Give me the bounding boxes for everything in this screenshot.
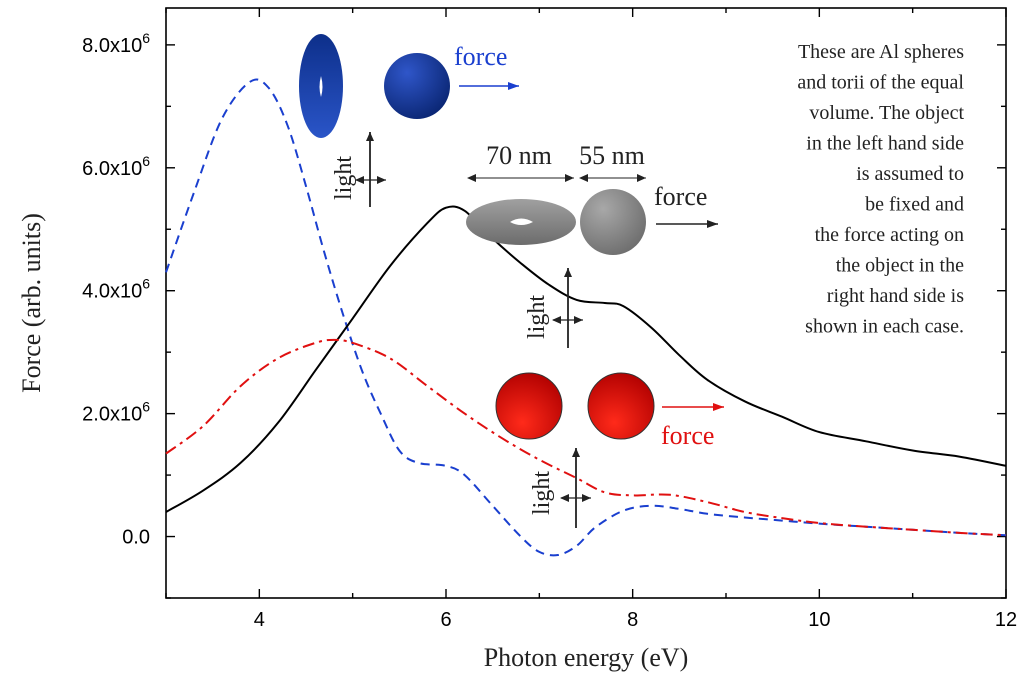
sphere-dimension-label: 55 nm	[579, 141, 645, 170]
note-line: volume. The object	[809, 102, 964, 124]
red-sphere-pair-inset: force light	[495, 372, 724, 528]
series-line-solid	[165, 205, 1007, 513]
note-line: shown in each case.	[805, 316, 964, 338]
blue-sphere	[384, 53, 450, 119]
note-line: and torii of the equal	[797, 72, 964, 94]
red-light-label: light	[529, 471, 555, 515]
gray-torus-hole	[510, 218, 533, 225]
note-line: is assumed to	[856, 163, 964, 185]
y-tick-label: 8.0x106	[82, 30, 150, 57]
x-tick-label: 8	[627, 609, 638, 631]
x-tick-label: 12	[995, 609, 1017, 631]
note-line: right hand side is	[827, 285, 964, 307]
note-line: be fixed and	[865, 194, 964, 216]
gray-force-label: force	[654, 182, 707, 211]
note-line: in the left hand side	[806, 133, 964, 155]
y-axis-label: Force (arb. units)	[17, 213, 46, 393]
explanation-note: These are Al spheres and torii of the equ…	[797, 41, 964, 338]
y-tick-label: 2.0x106	[82, 399, 150, 426]
note-line: the force acting on	[815, 224, 964, 246]
blue-torus-sphere-inset: force light	[299, 34, 519, 207]
x-tick-label: 6	[440, 609, 451, 631]
x-tick-label: 4	[254, 609, 265, 631]
y-tick-label: 0.0	[122, 527, 150, 549]
torus-dimension-label: 70 nm	[486, 141, 552, 170]
blue-force-label: force	[454, 42, 507, 71]
series-line-dashdot	[165, 338, 1007, 537]
gray-torus-sphere-inset: 70 nm 55 nm force light	[466, 141, 718, 348]
series-line-dashed	[165, 78, 1007, 557]
y-tick-label: 4.0x106	[82, 276, 150, 303]
red-sphere-left	[495, 372, 563, 440]
gray-light-label: light	[524, 295, 550, 339]
red-sphere-right	[587, 372, 655, 440]
y-tick-label: 6.0x106	[82, 153, 150, 180]
x-axis-ticks: 4 6 8 10 12	[165, 8, 1017, 631]
red-force-label: force	[661, 421, 714, 450]
note-line: These are Al spheres	[798, 41, 964, 63]
x-tick-label: 10	[808, 609, 830, 631]
gray-sphere	[580, 189, 646, 255]
note-line: the object in the	[836, 255, 964, 277]
x-axis-label: Photon energy (eV)	[484, 643, 689, 672]
plot-frame	[165, 7, 1007, 599]
blue-torus-hole	[319, 76, 323, 97]
y-axis-ticks: 0.0 2.0x106 4.0x106 6.0x106 8.0x106	[82, 30, 1006, 599]
series-lines	[165, 78, 1007, 557]
blue-light-label: light	[331, 156, 357, 200]
